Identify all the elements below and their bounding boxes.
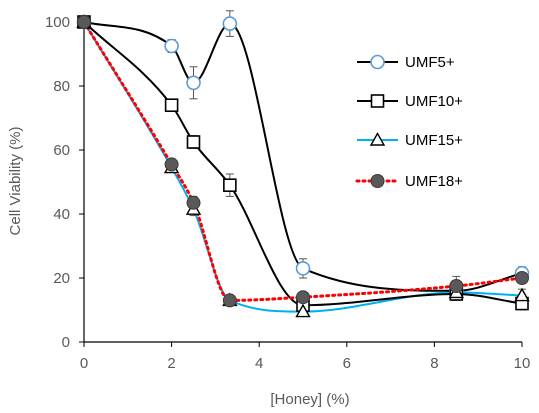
data-point-umf10plus (186, 135, 201, 149)
y-axis-label: Cell Viability (%) (7, 127, 24, 236)
legend-marker-umf15plus (369, 132, 386, 146)
x-tick-label: 4 (255, 355, 263, 372)
legend-label-umf5plus: UMF5+ (405, 54, 455, 71)
x-tick-label: 6 (343, 355, 351, 372)
series-layer (76, 10, 530, 318)
legend-label-umf10plus: UMF10+ (405, 93, 463, 110)
data-point-umf18plus (296, 290, 310, 305)
x-axis-label: [Honey] (%) (270, 391, 349, 408)
axes (83, 22, 522, 343)
legend: UMF5+ UMF10+ UMF15+ UMF18+ (355, 54, 463, 190)
data-point-umf15plus (514, 287, 530, 302)
legend-marker-umf5plus (370, 54, 385, 70)
series-line-umf5plus (83, 21, 523, 292)
data-point-umf5plus (186, 75, 201, 91)
y-tick-label: 0 (62, 334, 70, 351)
x-tick-label: 10 (514, 355, 531, 372)
legend-label-umf15plus: UMF15+ (405, 132, 463, 149)
data-point-umf5plus (164, 38, 179, 54)
data-point-umf18plus (164, 157, 179, 172)
data-point-umf18plus (186, 195, 201, 210)
y-tick-label: 100 (45, 14, 70, 31)
legend-marker-umf10plus (370, 94, 385, 108)
y-tick-label: 20 (53, 270, 70, 287)
data-point-umf18plus (222, 293, 237, 308)
x-tick-label: 8 (430, 355, 438, 372)
legend-marker-umf18plus (370, 174, 385, 188)
y-tick-label: 80 (53, 78, 70, 95)
y-tick-label: 40 (53, 206, 70, 223)
data-point-umf10plus (223, 178, 237, 192)
data-point-umf18plus (77, 15, 91, 29)
data-point-umf10plus (164, 98, 179, 112)
legend-label-umf18plus: UMF18+ (405, 173, 463, 190)
data-point-umf18plus (515, 271, 529, 285)
data-point-umf5plus (222, 16, 238, 31)
data-point-umf18plus (449, 279, 464, 293)
x-tick-label: 2 (167, 355, 175, 372)
data-point-umf5plus (295, 261, 311, 276)
y-tick-label: 60 (53, 142, 70, 159)
data-point-umf15plus (295, 303, 311, 318)
x-tick-label: 0 (80, 355, 88, 372)
